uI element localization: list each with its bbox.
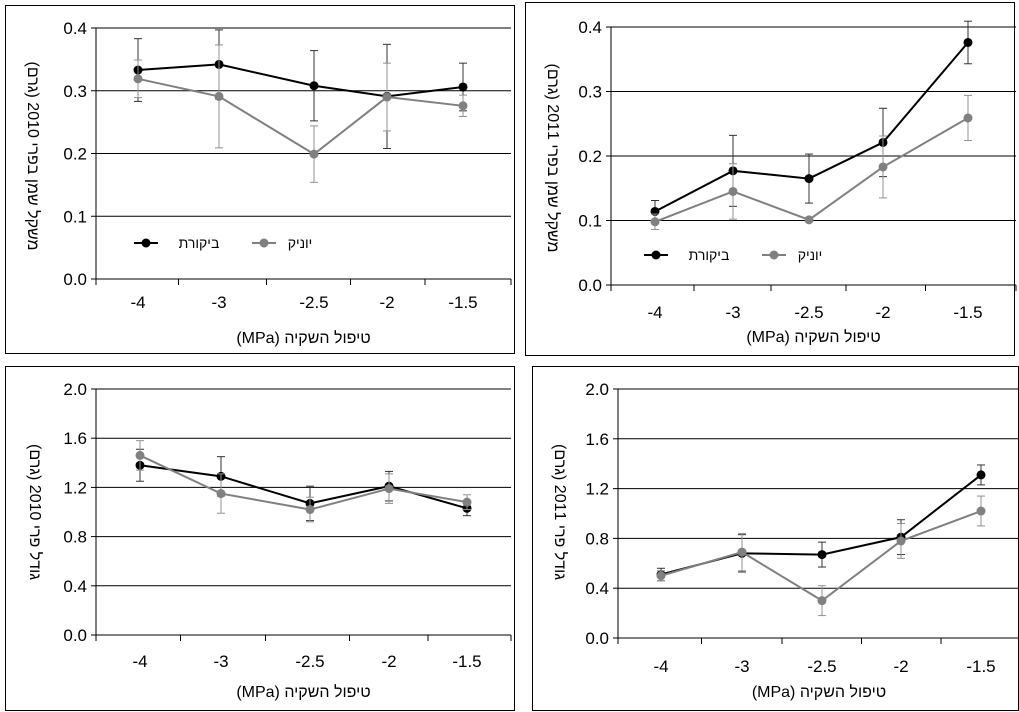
- series-line-control: [137, 63, 464, 98]
- x-tick-label: -1.5: [448, 293, 477, 312]
- y-tick-label: 0.0: [585, 629, 609, 648]
- data-point-yonik: [214, 91, 224, 101]
- x-tick-label: -3: [734, 657, 749, 676]
- y-tick-label: 0.0: [63, 626, 87, 645]
- y-tick-label: 0.4: [585, 579, 609, 598]
- legend-swatch-marker-control: [141, 238, 151, 248]
- x-tick-label: -2.5: [794, 303, 823, 322]
- data-point-control: [976, 470, 986, 480]
- chart-panel-oil-2010: 0.0 0.1 0.2 0.3 0.4 -4 -3 -2.5 -2 -1.5 טיפול השקיה…: [5, 5, 515, 354]
- data-point-yonik: [133, 74, 143, 84]
- x-tick-label: -2: [381, 652, 396, 671]
- x-tick-label: -2.5: [807, 657, 836, 676]
- data-point-yonik: [462, 497, 472, 507]
- series-line-yonik: [137, 77, 464, 156]
- legend-swatch-marker-control: [651, 250, 661, 260]
- x-tick-label: -3: [725, 303, 740, 322]
- y-axis-label: משקל שמן בפרי 2011 (גרם): [544, 63, 562, 252]
- y-tick-label: 1.6: [63, 429, 87, 448]
- data-point-yonik: [976, 506, 986, 516]
- chart-oil-2010: 0.0 0.1 0.2 0.3 0.4 -4 -3 -2.5 -2 -1.5 טיפול השקיה…: [24, 19, 512, 347]
- data-point-yonik: [896, 536, 906, 546]
- x-tick-label: -2: [893, 657, 908, 676]
- y-tick-label: 0.2: [63, 145, 87, 164]
- x-tick-label: -1.5: [452, 652, 481, 671]
- data-point-yonik: [309, 149, 319, 159]
- data-point-yonik: [878, 162, 888, 172]
- y-tick-label: 0.4: [63, 19, 87, 38]
- legend-label-control: ביקורת: [179, 235, 220, 251]
- data-point-yonik: [305, 505, 315, 515]
- chart-size-2011: 0.0 0.4 0.8 1.2 1.6 2.0 -4 -3 -2.5 -2 -1.5 טיפול הש…: [551, 380, 1019, 701]
- data-point-yonik: [384, 484, 394, 494]
- y-tick-label: 1.2: [585, 480, 609, 499]
- y-tick-label: 0.0: [578, 276, 602, 295]
- data-point-yonik: [458, 101, 468, 111]
- x-axis-label: טיפול השקיה (MPa): [746, 328, 880, 346]
- y-axis-label: משקל שמן בפרי 2010 (גרם): [24, 61, 42, 250]
- y-tick-label: 0.3: [63, 82, 87, 101]
- y-tick-label: 1.2: [63, 478, 87, 497]
- y-axis-label: גודל פרי 2010 (גרם): [26, 444, 44, 580]
- x-tick-label: -2: [379, 293, 394, 312]
- series-line-control: [654, 41, 969, 213]
- data-point-control: [804, 174, 814, 184]
- legend-swatch-marker-yonik: [769, 250, 779, 260]
- y-tick-label: 2.0: [63, 380, 87, 399]
- y-axis-label: גודל פרי 2011 (גרם): [551, 444, 569, 580]
- x-tick-label: -2: [875, 303, 890, 322]
- series-line-yonik: [654, 117, 969, 223]
- data-point-control: [309, 81, 319, 91]
- x-tick-label: -4: [132, 652, 147, 671]
- x-tick-label: -2.5: [299, 293, 328, 312]
- x-tick-label: -1.5: [966, 657, 995, 676]
- chart-panel-size-2011: 0.0 0.4 0.8 1.2 1.6 2.0 -4 -3 -2.5 -2 -1.5 טיפול הש…: [532, 366, 1019, 711]
- data-point-control: [817, 550, 827, 560]
- legend-label-yonik: יוניק: [288, 235, 313, 251]
- x-tick-label: -4: [647, 303, 662, 322]
- y-tick-label: 2.0: [585, 380, 609, 399]
- y-tick-label: 0.1: [578, 212, 602, 231]
- y-tick-label: 0.4: [578, 18, 602, 37]
- x-tick-label: -3: [213, 652, 228, 671]
- y-tick-label: 1.6: [585, 430, 609, 449]
- chart-oil-2011: 0.0 0.1 0.2 0.3 0.4 -4 -3 -2.5 -2 -1.5 טיפול השקיה…: [544, 18, 1017, 346]
- y-tick-label: 0.2: [578, 147, 602, 166]
- data-point-yonik: [135, 450, 145, 460]
- x-tick-label: -4: [130, 293, 145, 312]
- data-point-yonik: [650, 217, 660, 227]
- series-line-control: [139, 464, 468, 510]
- legend-label-yonik: יוניק: [798, 247, 823, 263]
- data-point-yonik: [963, 113, 973, 123]
- data-point-yonik: [804, 215, 814, 225]
- legend-label-control: ביקורת: [689, 247, 730, 263]
- chart-panel-size-2010: 0.0 0.4 0.8 1.2 1.6 2.0 -4 -3 -2.5 -2 -1.5 טיפול הש…: [5, 366, 515, 711]
- x-tick-label: -4: [653, 657, 668, 676]
- chart-size-2010: 0.0 0.4 0.8 1.2 1.6 2.0 -4 -3 -2.5 -2 -1.5 טיפול הש…: [26, 380, 512, 701]
- x-axis-label: טיפול השקיה (MPa): [236, 329, 370, 347]
- data-point-yonik: [216, 489, 226, 499]
- series-line-control: [660, 474, 982, 576]
- x-axis-label: טיפול השקיה (MPa): [236, 683, 370, 701]
- x-tick-label: -3: [211, 293, 226, 312]
- legend-swatch-marker-yonik: [259, 238, 269, 248]
- y-tick-label: 0.0: [63, 270, 87, 289]
- data-point-yonik: [656, 571, 666, 581]
- data-point-yonik: [817, 596, 827, 606]
- x-tick-label: -1.5: [953, 303, 982, 322]
- y-tick-label: 0.8: [63, 528, 87, 547]
- data-point-yonik: [728, 186, 738, 196]
- y-tick-label: 0.1: [63, 207, 87, 226]
- data-point-control: [963, 37, 973, 47]
- x-tick-label: -2.5: [295, 652, 324, 671]
- data-point-yonik: [737, 547, 747, 557]
- chart-panel-oil-2011: 0.0 0.1 0.2 0.3 0.4 -4 -3 -2.5 -2 -1.5 טיפול השקיה…: [525, 2, 1017, 356]
- y-tick-label: 0.8: [585, 529, 609, 548]
- x-axis-label: טיפול השקיה (MPa): [752, 683, 886, 701]
- data-point-control: [458, 82, 468, 92]
- y-tick-label: 0.4: [63, 577, 87, 596]
- y-tick-label: 0.3: [578, 83, 602, 102]
- data-point-yonik: [382, 92, 392, 102]
